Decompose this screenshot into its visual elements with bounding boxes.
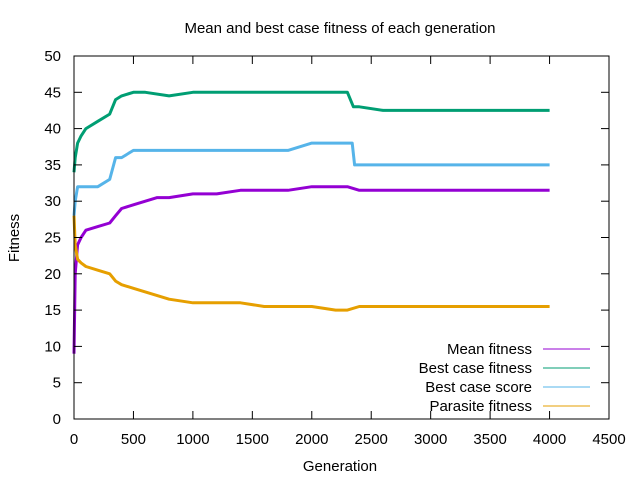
y-tick-label-3: 15 <box>44 302 61 319</box>
series-layer <box>72 90 550 354</box>
series-line-3 <box>72 215 550 312</box>
x-tick-label-2: 1000 <box>176 431 209 448</box>
y-tick-label-0: 0 <box>53 411 61 428</box>
x-tick-label-0: 0 <box>70 431 78 448</box>
series-line-0 <box>72 185 550 354</box>
series-line-2 <box>72 141 550 216</box>
y-tick-label-9: 45 <box>44 84 61 101</box>
legend-label-0: Mean fitness <box>447 341 532 358</box>
y-tick-label-5: 25 <box>44 230 61 247</box>
x-tick-label-7: 3500 <box>473 431 506 448</box>
x-tick-label-6: 3000 <box>414 431 447 448</box>
legend-label-1: Best case fitness <box>419 360 532 377</box>
x-tick-label-9: 4500 <box>592 431 625 448</box>
x-tick-label-8: 4000 <box>533 431 566 448</box>
x-tick-label-3: 1500 <box>236 431 269 448</box>
x-tick-label-1: 500 <box>121 431 146 448</box>
y-tick-label-6: 30 <box>44 193 61 210</box>
y-tick-label-1: 5 <box>53 375 61 392</box>
y-tick-label-10: 50 <box>44 48 61 65</box>
y-tick-label-8: 40 <box>44 121 61 138</box>
y-axis-label: Fitness <box>6 214 23 262</box>
x-tick-label-4: 2000 <box>295 431 328 448</box>
legend-label-2: Best case score <box>425 379 532 396</box>
series-line-1 <box>72 90 550 173</box>
y-tick-label-2: 10 <box>44 338 61 355</box>
x-tick-label-5: 2500 <box>355 431 388 448</box>
legend: Mean fitness Best case fitness Best case s… <box>419 341 590 415</box>
y-tick-label-7: 35 <box>44 157 61 174</box>
ticks-layer: 0 500 1000 1500 2000 2500 3000 3500 4000 4500 0 5 10… <box>44 48 625 448</box>
x-axis-label: Generation <box>303 458 377 475</box>
chart-title: Mean and best case fitness of each gener… <box>184 20 495 37</box>
y-tick-label-4: 20 <box>44 266 61 283</box>
legend-label-3: Parasite fitness <box>429 398 532 415</box>
